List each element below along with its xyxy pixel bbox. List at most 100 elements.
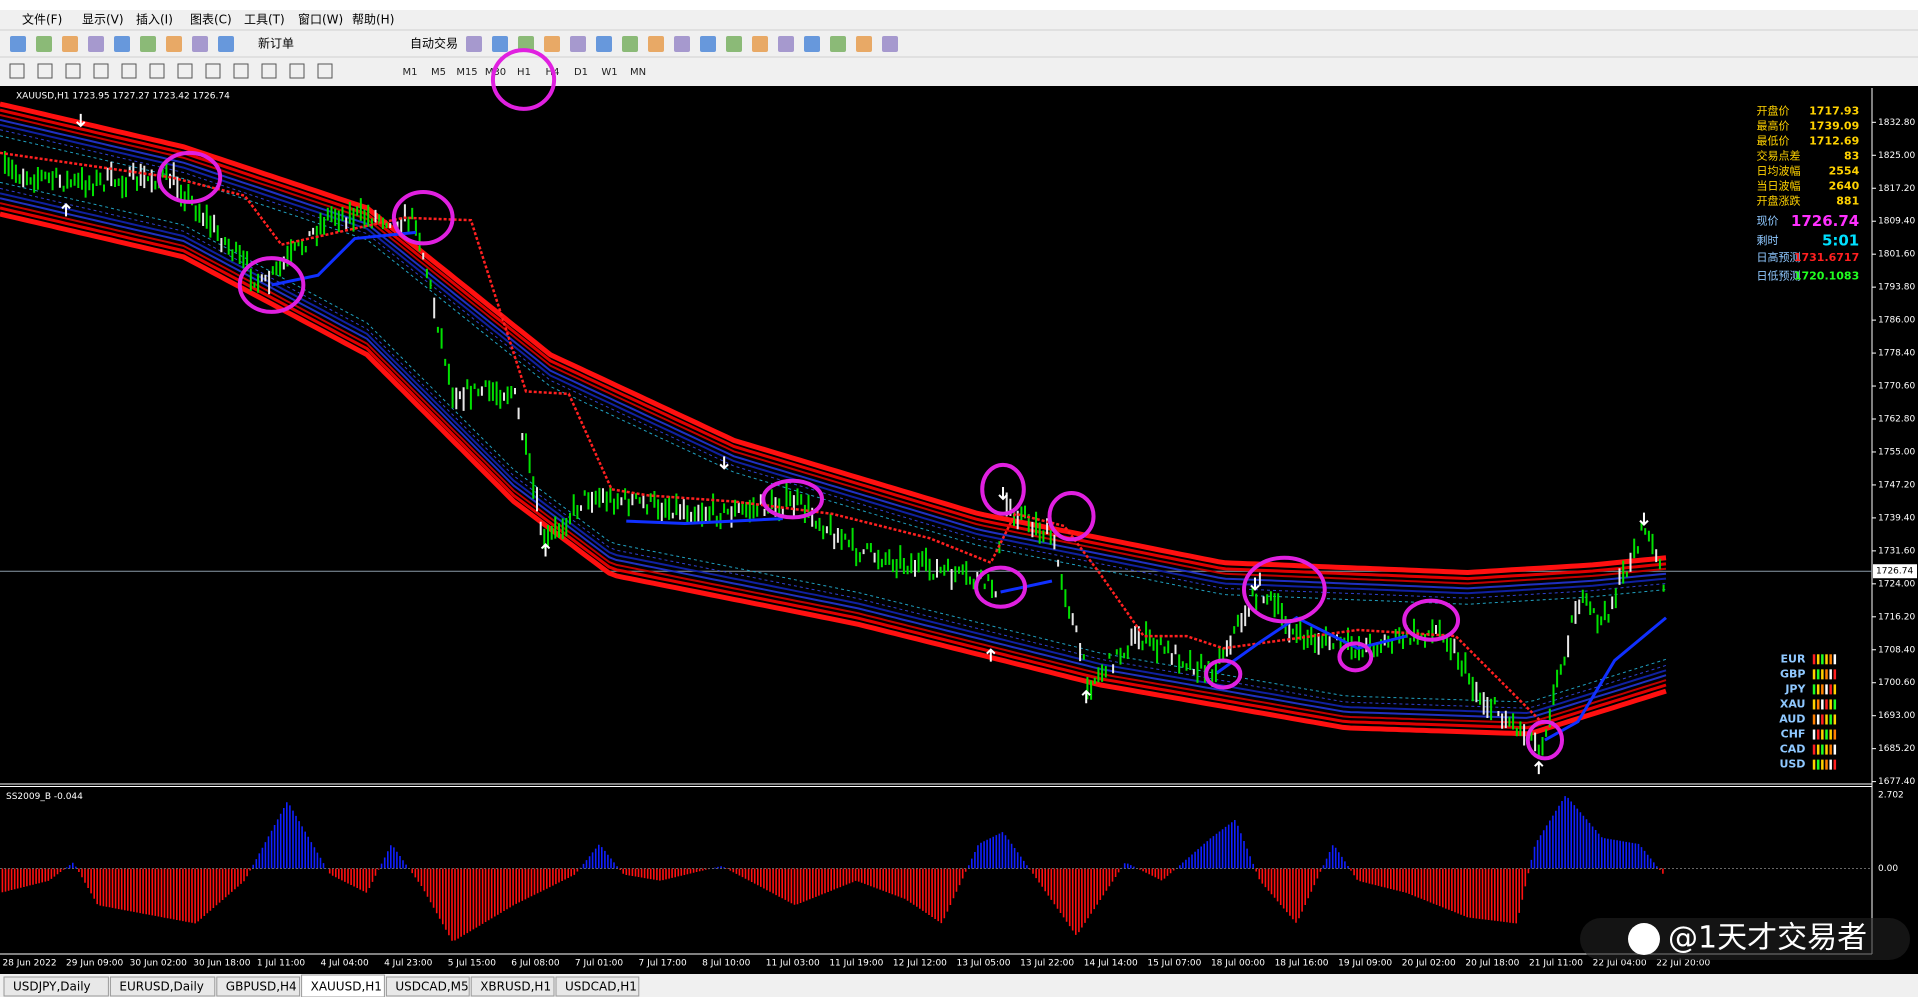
chart-tab[interactable] [555,976,640,997]
highlight-circle [980,462,1026,516]
menu-item[interactable]: 图表(C) [190,13,232,27]
price-tick-label: 1755.00 [1878,447,1915,457]
histogram-negative [1,868,1664,941]
drawing-tool[interactable] [317,63,333,79]
toolbar-button[interactable] [622,36,638,52]
toolbar-button[interactable] [518,36,534,52]
timeframe-button[interactable]: W1 [601,67,617,78]
chart-tab[interactable] [3,976,109,997]
toolbar-button[interactable] [62,36,78,52]
signal-arrow [998,486,1008,501]
currency-label: AUD [1779,712,1805,725]
info-label: 现价 [1757,214,1779,227]
price-tick-label: 1677.40 [1878,777,1915,787]
menu-item[interactable]: 帮助(H) [352,13,394,27]
highlight-circle [490,48,557,111]
toolbar-button[interactable] [570,36,586,52]
info-value: 1731.6717 [1794,251,1859,264]
lower-band [0,181,1667,703]
info-value: 83 [1844,149,1859,162]
chart-tab[interactable] [470,976,555,997]
price-tick-label: 1685.20 [1878,744,1915,754]
signal-arrow [1250,577,1260,591]
info-value: 1726.74 [1791,212,1859,230]
strength-bar [1829,684,1832,695]
toolbar-button[interactable] [726,36,742,52]
drawing-tool[interactable] [65,63,81,79]
toolbar-button[interactable] [882,36,898,52]
timeframe-button[interactable]: M15 [456,67,477,78]
menu-item[interactable]: 工具(T) [244,13,285,27]
toolbar-button[interactable] [804,36,820,52]
toolbar-button[interactable] [10,36,26,52]
toolbar-button[interactable] [752,36,768,52]
timeframe-button[interactable]: M1 [403,67,418,78]
chart-tab[interactable] [109,976,216,997]
toolbar-button[interactable] [114,36,130,52]
toolbar-button[interactable] [648,36,664,52]
info-label: 开盘价 [1757,103,1790,117]
drawing-tool[interactable] [9,63,25,79]
highlight-circle [1204,658,1243,690]
drawing-tool[interactable] [177,63,193,79]
drawing-tool[interactable] [261,63,277,79]
toolbar-button[interactable] [492,36,508,52]
toolbar-button[interactable] [596,36,612,52]
strength-bar [1829,729,1832,740]
drawing-tool[interactable] [93,63,109,79]
toolbar-button[interactable] [192,36,208,52]
toolbar-button[interactable] [778,36,794,52]
info-label: 最高价 [1757,118,1790,132]
toolbar-button[interactable] [218,36,234,52]
toolbar-button[interactable] [544,36,560,52]
price-tick-label: 1770.60 [1878,382,1915,392]
drawing-tool[interactable] [37,63,53,79]
drawing-tool[interactable] [205,63,221,79]
toolbar-button[interactable] [36,36,52,52]
new-order-button[interactable] [238,34,300,54]
timeframe-button[interactable]: M5 [431,67,446,78]
chart-background [0,86,1918,974]
timeframe-button[interactable]: D1 [574,67,588,78]
price-tick-label: 1747.20 [1878,480,1915,490]
watermark-text: @1天才交易者 [1668,921,1867,956]
toolbar-button[interactable] [700,36,716,52]
timeframe-button[interactable]: MN [630,67,646,78]
time-tick-label: 20 Jul 02:00 [1402,959,1456,969]
drawing-tool[interactable] [149,63,165,79]
drawing-tool[interactable] [233,63,249,79]
signal-arrow [1639,512,1649,527]
signal-arrow [1534,760,1544,775]
histogram-positive [65,796,1658,869]
chart-tab[interactable] [385,976,470,997]
drawing-tool[interactable] [289,63,305,79]
trailing-stop-blue [1216,615,1408,674]
strength-bar [1821,684,1824,695]
strength-bar [1825,759,1828,770]
chart-tab[interactable] [301,974,385,997]
chart-tab-label: XBRUSD,H1 [480,980,551,994]
timeframe-button[interactable]: H1 [517,67,531,78]
menu-item[interactable]: 文件(F) [22,12,62,27]
toolbar-button[interactable] [140,36,156,52]
info-label: 剩时 [1757,234,1779,247]
strength-bar [1812,744,1816,755]
highlight-circle [1047,490,1096,542]
highlight-circle [237,256,306,314]
toolbar-button[interactable] [166,36,182,52]
menu-item[interactable]: 窗口(W) [298,13,343,27]
chart-tab-label: USDJPY,Daily [13,980,91,994]
chart-tab[interactable] [216,976,301,997]
drawing-tool[interactable] [121,63,137,79]
toolbar-button[interactable] [466,36,482,52]
upper-band [0,108,1667,581]
toolbar-button[interactable] [674,36,690,52]
toolbar-button[interactable] [830,36,846,52]
time-tick-label: 18 Jul 16:00 [1275,959,1329,969]
menu-item[interactable]: 插入(I) [136,13,173,27]
menu-item[interactable]: 显示(V) [82,13,124,27]
auto-trade-button[interactable] [390,34,466,54]
toolbar-button[interactable] [88,36,104,52]
price-tick-label: 1809.40 [1878,217,1915,227]
toolbar-button[interactable] [856,36,872,52]
